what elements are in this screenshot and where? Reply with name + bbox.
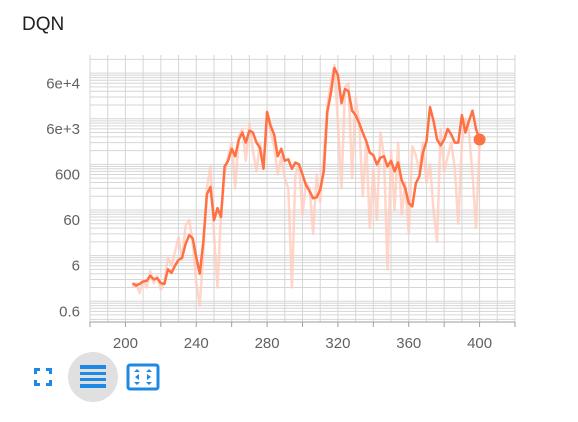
chart-title: DQN xyxy=(22,14,65,35)
smoothed-series-line xyxy=(131,66,481,287)
x-tick-label: 400 xyxy=(467,335,492,350)
x-tick-label: 360 xyxy=(396,335,421,350)
toggle-log-scale-icon xyxy=(80,365,106,388)
y-tick-label: 60 xyxy=(63,212,80,229)
y-tick-label: 6e+4 xyxy=(46,75,80,92)
x-tick-label: 240 xyxy=(184,335,209,350)
x-tick-label: 280 xyxy=(255,335,280,350)
line-chart[interactable]: 0.6 6 60 600 6e+3 6e+4 200 240 280 320 360 400 xyxy=(0,0,578,350)
y-tick-label: 6e+3 xyxy=(46,121,80,138)
fit-domain-icon xyxy=(126,363,160,391)
x-tick-label: 320 xyxy=(325,335,350,350)
y-tick-label: 600 xyxy=(55,166,80,183)
y-tick-labels: 0.6 6 60 600 6e+3 6e+4 xyxy=(46,75,80,320)
fullscreen-button[interactable] xyxy=(18,352,68,402)
series-layer xyxy=(131,63,486,307)
toggle-log-scale-button[interactable] xyxy=(68,352,118,402)
fit-domain-button[interactable] xyxy=(118,352,168,402)
axes xyxy=(89,321,516,327)
last-point-marker xyxy=(473,133,486,146)
x-tick-label: 200 xyxy=(113,335,138,350)
fullscreen-icon xyxy=(34,368,52,386)
x-tick-labels: 200 240 280 320 360 400 xyxy=(113,335,492,350)
y-tick-label: 0.6 xyxy=(59,303,80,320)
y-tick-label: 6 xyxy=(72,258,80,275)
